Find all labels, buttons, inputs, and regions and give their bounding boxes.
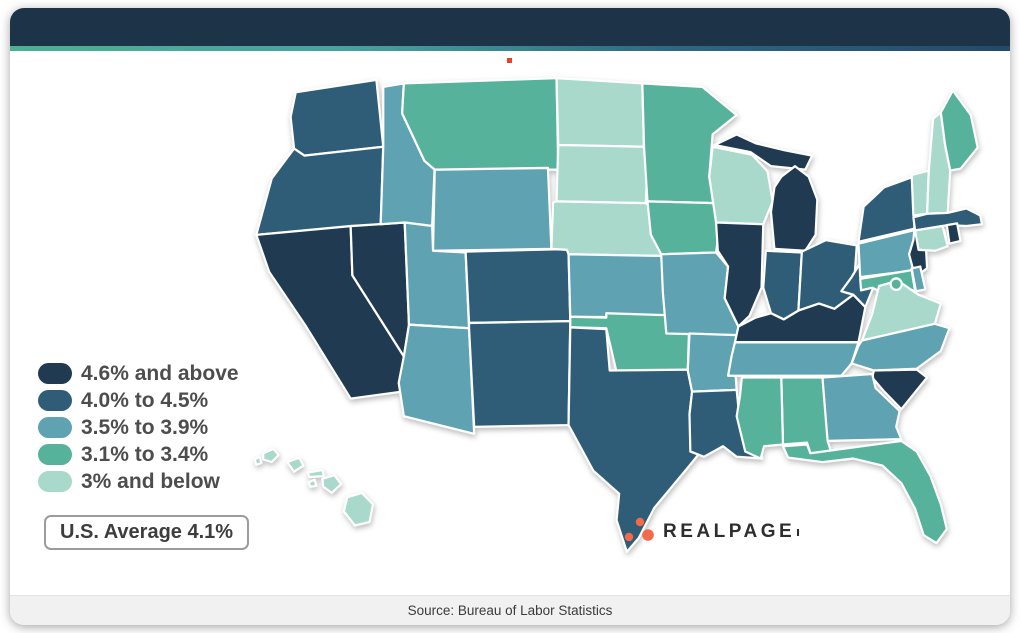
state-WY (431, 166, 553, 252)
source-text: Source: Bureau of Labor Statistics (407, 603, 613, 618)
state-MS (735, 376, 785, 460)
state-TX (567, 326, 704, 554)
legend-swatch (38, 390, 72, 411)
dc-marker (889, 277, 903, 292)
state-RI (945, 222, 962, 245)
state-CT (913, 224, 949, 252)
state-NM (467, 320, 572, 428)
state-AZ (397, 323, 476, 436)
state-HI-kauai (262, 447, 280, 464)
footer-bar: Source: Bureau of Labor Statistics (10, 595, 1010, 625)
state-WA (289, 78, 385, 157)
state-NC (850, 322, 951, 372)
state-TN (726, 341, 860, 377)
legend-item: 4.0% to 4.5% (38, 387, 239, 414)
legend-swatch (38, 471, 72, 492)
state-HI-maui (321, 474, 343, 495)
legend-label: 3.5% to 3.9% (81, 415, 209, 439)
states-group (253, 76, 984, 554)
legend: 4.6% and above 4.0% to 4.5% 3.5% to 3.9% 3.… (38, 360, 239, 495)
state-AL (780, 376, 833, 455)
state-CO (464, 247, 572, 325)
state-MT (401, 76, 560, 171)
legend-swatch (38, 444, 72, 465)
state-KS (567, 253, 670, 319)
state-HI-big-island (342, 491, 375, 527)
state-OR (255, 145, 385, 237)
top-bar (10, 8, 1010, 46)
state-KY (733, 293, 867, 344)
realpage-dots-icon (624, 517, 654, 542)
legend-item: 4.6% and above (38, 360, 239, 387)
legend-item: 3% and below (38, 468, 239, 495)
state-VA (860, 279, 942, 342)
state-IN (762, 249, 803, 321)
state-HI-niihau (253, 455, 263, 466)
legend-item: 3.1% to 3.4% (38, 441, 239, 468)
legend-swatch (38, 417, 72, 438)
state-HI-lanai (307, 478, 318, 488)
state-ND (555, 76, 646, 148)
state-WI (708, 145, 774, 226)
state-MI-upper (713, 133, 814, 171)
state-FL (781, 439, 948, 545)
legend-label: 3.1% to 3.4% (81, 442, 209, 466)
legend-label: 3% and below (81, 469, 220, 493)
legend-label: 4.0% to 4.5% (81, 388, 209, 412)
legend-item: 3.5% to 3.9% (38, 414, 239, 441)
legend-label: 4.6% and above (81, 361, 239, 385)
state-IA (646, 200, 723, 256)
us-average-badge: U.S. Average 4.1% (44, 515, 250, 550)
state-SD (555, 143, 650, 205)
state-MI-lower (769, 165, 819, 252)
state-HI-oahu (286, 456, 305, 473)
accent-gradient-strip (10, 46, 1010, 51)
state-DE (910, 265, 927, 293)
us-choropleth-map (253, 76, 984, 554)
state-ME (939, 89, 979, 172)
realpage-wordmark: REALPAGE (663, 521, 796, 542)
legend-swatch (38, 363, 72, 384)
infographic-card: 4.6% and above 4.0% to 4.5% 3.5% to 3.9% 3.… (10, 8, 1010, 625)
trademark-tick (797, 529, 800, 536)
realpage-logo: REALPAGE (624, 516, 800, 548)
red-dot-artifact (507, 58, 512, 63)
state-HI-molokai (306, 468, 326, 479)
